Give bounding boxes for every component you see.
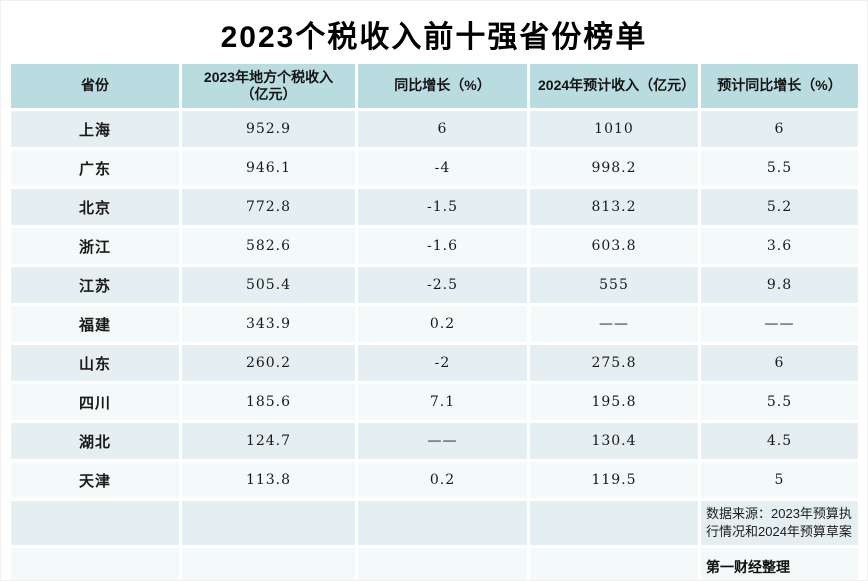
province-cell: 广东: [11, 150, 179, 186]
expected-growth-cell: 6: [701, 111, 858, 147]
yoy-growth-cell: -1.6: [358, 228, 527, 264]
source-row: 数据来源：2023年预算执行情况和2024年预算草案: [11, 501, 858, 545]
income-2024-cell: 603.8: [530, 228, 698, 264]
table-row: 浙江 582.6 -1.6 603.8 3.6: [11, 228, 858, 264]
yoy-growth-cell: 7.1: [358, 384, 527, 420]
expected-growth-cell: 6: [701, 345, 858, 381]
table-row: 广东 946.1 -4 998.2 5.5: [11, 150, 858, 186]
income-2023-cell: 260.2: [182, 345, 355, 381]
table-row: 福建 343.9 0.2 —— ——: [11, 306, 858, 342]
empty-cell: [182, 501, 355, 545]
expected-growth-cell: 5.5: [701, 150, 858, 186]
empty-cell: [358, 501, 527, 545]
header-row: 省份 2023年地方个税收入（亿元） 同比增长（%） 2024年预计收入（亿元）…: [11, 64, 858, 108]
yoy-growth-cell: 0.2: [358, 306, 527, 342]
income-2024-cell: 813.2: [530, 189, 698, 225]
yoy-growth-cell: -1.5: [358, 189, 527, 225]
yoy-growth-cell: 6: [358, 111, 527, 147]
income-2024-cell: ——: [530, 306, 698, 342]
income-2024-cell: 998.2: [530, 150, 698, 186]
col-header-expected-growth: 预计同比增长（%）: [701, 64, 858, 108]
province-cell: 天津: [11, 462, 179, 498]
income-2024-cell: 555: [530, 267, 698, 303]
income-2024-cell: 130.4: [530, 423, 698, 459]
income-2023-cell: 124.7: [182, 423, 355, 459]
expected-growth-cell: ——: [701, 306, 858, 342]
table-row: 湖北 124.7 —— 130.4 4.5: [11, 423, 858, 459]
table-row: 上海 952.9 6 1010 6: [11, 111, 858, 147]
empty-cell: [530, 548, 698, 580]
table-row: 江苏 505.4 -2.5 555 9.8: [11, 267, 858, 303]
province-cell: 北京: [11, 189, 179, 225]
page-title: 2023个税收入前十强省份榜单: [220, 21, 648, 54]
data-source-note: 数据来源：2023年预算执行情况和2024年预算草案: [701, 501, 858, 545]
table-row: 四川 185.6 7.1 195.8 5.5: [11, 384, 858, 420]
empty-cell: [11, 548, 179, 580]
credit-note: 第一财经整理: [701, 548, 858, 580]
yoy-growth-cell: -2: [358, 345, 527, 381]
income-2023-cell: 343.9: [182, 306, 355, 342]
income-2024-cell: 195.8: [530, 384, 698, 420]
income-2023-cell: 772.8: [182, 189, 355, 225]
yoy-growth-cell: ——: [358, 423, 527, 459]
income-2023-cell: 952.9: [182, 111, 355, 147]
col-header-income-2024: 2024年预计收入（亿元）: [530, 64, 698, 108]
province-cell: 福建: [11, 306, 179, 342]
income-2024-cell: 119.5: [530, 462, 698, 498]
expected-growth-cell: 4.5: [701, 423, 858, 459]
empty-cell: [11, 501, 179, 545]
income-2023-cell: 185.6: [182, 384, 355, 420]
table-row: 山东 260.2 -2 275.8 6: [11, 345, 858, 381]
yoy-growth-cell: -2.5: [358, 267, 527, 303]
income-2023-cell: 582.6: [182, 228, 355, 264]
yoy-growth-cell: -4: [358, 150, 527, 186]
income-2024-cell: 1010: [530, 111, 698, 147]
empty-cell: [358, 548, 527, 580]
income-2023-cell: 505.4: [182, 267, 355, 303]
expected-growth-cell: 9.8: [701, 267, 858, 303]
province-cell: 浙江: [11, 228, 179, 264]
province-cell: 上海: [11, 111, 179, 147]
empty-cell: [530, 501, 698, 545]
col-header-income-2023: 2023年地方个税收入（亿元）: [182, 64, 355, 108]
col-header-province: 省份: [11, 64, 179, 108]
empty-cell: [182, 548, 355, 580]
income-2023-cell: 946.1: [182, 150, 355, 186]
province-cell: 山东: [11, 345, 179, 381]
expected-growth-cell: 5.5: [701, 384, 858, 420]
credit-row: 第一财经整理: [11, 548, 858, 580]
income-2023-cell: 113.8: [182, 462, 355, 498]
table-row: 北京 772.8 -1.5 813.2 5.2: [11, 189, 858, 225]
province-cell: 四川: [11, 384, 179, 420]
expected-growth-cell: 3.6: [701, 228, 858, 264]
col-header-yoy-growth: 同比增长（%）: [358, 64, 527, 108]
province-cell: 江苏: [11, 267, 179, 303]
income-2024-cell: 275.8: [530, 345, 698, 381]
expected-growth-cell: 5: [701, 462, 858, 498]
yoy-growth-cell: 0.2: [358, 462, 527, 498]
province-cell: 湖北: [11, 423, 179, 459]
expected-growth-cell: 5.2: [701, 189, 858, 225]
ranking-table: 省份 2023年地方个税收入（亿元） 同比增长（%） 2024年预计收入（亿元）…: [8, 61, 861, 580]
table-row: 天津 113.8 0.2 119.5 5: [11, 462, 858, 498]
